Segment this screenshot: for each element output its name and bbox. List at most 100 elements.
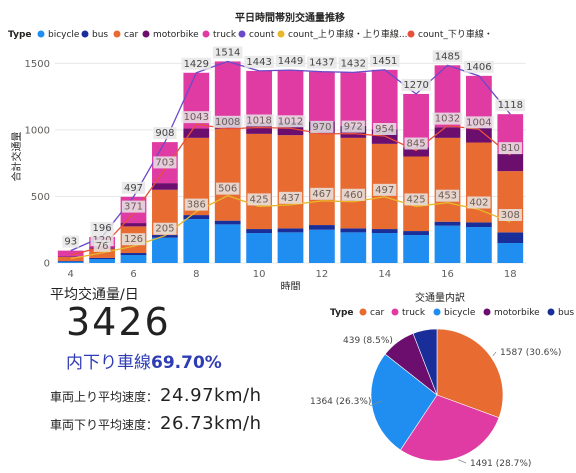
count-data-label: 1443 xyxy=(246,57,271,68)
up-lane-data-label-bg xyxy=(404,193,428,206)
down-lane-data-label-bg xyxy=(404,137,428,150)
up-lane-data-label: 460 xyxy=(344,190,363,201)
bar-segment-bus xyxy=(277,228,304,233)
up-lane-data-label-bg xyxy=(341,188,365,201)
down-lane-ratio: 内下り車線69.70% xyxy=(66,348,222,373)
legend-label: car xyxy=(124,30,138,40)
bar-segment-bus xyxy=(246,229,272,234)
up-lane-data-label: 76 xyxy=(96,241,109,252)
legend-marker-count_上り車線・上り車線... xyxy=(277,30,285,38)
y-tick-label: 1500 xyxy=(25,59,50,70)
y-tick-label: 500 xyxy=(31,192,50,203)
bar-segment-bicycle xyxy=(371,233,398,263)
down-lane-data-label: 1043 xyxy=(184,112,209,123)
down-lane-data-label-bg xyxy=(212,115,243,128)
bar-segment-bicycle xyxy=(403,235,429,263)
x-tick-label: 4 xyxy=(68,269,74,280)
bar-segment-car xyxy=(309,133,335,226)
up-lane-data-label-bg xyxy=(310,187,334,200)
down-lane-ratio-label: 内下り車線 xyxy=(66,353,151,373)
down-lane-data-label: 972 xyxy=(344,122,363,133)
bar-segment-motorbike xyxy=(120,223,147,227)
bar-segment-bus xyxy=(340,228,367,233)
y-tick-label: 0 xyxy=(44,259,50,270)
legend-marker-bus xyxy=(81,30,89,38)
up-lane-data-label: 386 xyxy=(187,200,206,211)
bar-segment-bus xyxy=(214,220,241,225)
down-lane-data-label: 970 xyxy=(312,122,331,133)
bar-segment-bus xyxy=(183,215,210,220)
pie-slice-bus xyxy=(412,328,438,396)
bar-segment-motorbike xyxy=(403,147,429,157)
down-lane-data-label-bg xyxy=(341,120,365,133)
bar-segment-bicycle xyxy=(466,227,492,263)
count-data-label: 1514 xyxy=(215,47,240,58)
x-tick-label: 10 xyxy=(253,269,266,280)
pie-title: 交通量内訳 xyxy=(415,291,465,304)
bar-segment-truck xyxy=(371,69,398,130)
down-lane-data-label: 703 xyxy=(155,157,174,168)
bar-segment-car xyxy=(340,137,367,229)
count-data-label-bg xyxy=(464,60,494,73)
bar-segment-bus xyxy=(466,222,492,228)
bar-segment-bicycle xyxy=(340,232,367,263)
bar-segment-bus xyxy=(89,257,115,260)
count-data-label-bg xyxy=(275,55,306,68)
bar-segment-motorbike xyxy=(434,127,461,138)
bar-segment-bicycle xyxy=(214,224,241,263)
up-lane-data-label: 425 xyxy=(407,194,426,205)
pie-slice-bicycle xyxy=(370,353,438,451)
count-data-label: 1270 xyxy=(403,80,428,91)
down-lane-data-label: 1018 xyxy=(246,115,271,126)
pie-legend-title: Type xyxy=(330,308,353,318)
count-data-label: 93 xyxy=(64,237,77,248)
legend-marker-motorbike xyxy=(142,30,150,38)
count-data-label-bg xyxy=(369,54,400,67)
up-lane-data-label: 425 xyxy=(250,194,269,205)
count-data-label: 1451 xyxy=(372,56,397,67)
up-lane-data-label-bg xyxy=(498,208,522,221)
down-lane-data-label-bg xyxy=(498,142,522,155)
bar-segment-truck xyxy=(277,70,304,122)
pie-slice-car xyxy=(436,328,504,419)
bar-segment-bicycle xyxy=(497,243,524,263)
bar-segment-motorbike xyxy=(183,128,210,138)
down-lane-data-label: 1004 xyxy=(466,117,491,128)
bar-segment-bicycle xyxy=(57,261,84,263)
bar-segment-bicycle xyxy=(246,233,272,263)
speed-down-value: 26.73km/h xyxy=(160,413,262,434)
legend-marker-count_下り車線・ xyxy=(407,30,415,38)
count-data-label: 1449 xyxy=(278,56,303,67)
legend-label: truck xyxy=(213,30,237,40)
count-data-label-bg xyxy=(307,56,337,69)
count-data-label-bg xyxy=(244,55,274,68)
count-data-label-bg xyxy=(495,99,526,112)
chart-title: 平日時間帯別交通量推移 xyxy=(235,11,345,24)
up-lane-data-label: 467 xyxy=(312,189,331,200)
count-data-label-bg xyxy=(338,57,369,70)
legend-label: bus xyxy=(92,30,108,40)
x-tick-label: 18 xyxy=(504,269,517,280)
down-lane-data-label-bg xyxy=(153,156,177,169)
count-data-label-bg xyxy=(212,46,243,59)
down-lane-data-label-bg xyxy=(432,112,463,125)
bar-segment-bus xyxy=(434,221,461,226)
pie-chart-svg: 交通量内訳 Type car truck bicycle motorbike bus 1587… xyxy=(310,291,574,469)
bar-segment-bus xyxy=(309,225,335,230)
count-data-label: 908 xyxy=(155,128,174,139)
count-data-label-bg xyxy=(121,181,146,194)
legend-marker-bicycle xyxy=(37,30,45,38)
down-lane-data-label-bg xyxy=(275,115,306,128)
bar-segment-truck xyxy=(57,250,84,257)
bar-segment-bicycle xyxy=(120,255,147,263)
pie-leader-line xyxy=(492,351,497,357)
count-data-label: 1437 xyxy=(309,58,334,69)
legend-marker-car xyxy=(113,30,121,38)
y-tick-label: 1000 xyxy=(25,125,50,136)
pie-legend-label: truck xyxy=(402,308,426,318)
x-tick-label: 6 xyxy=(130,269,136,280)
legend-title: Type xyxy=(8,30,31,40)
count-data-label-bg xyxy=(90,221,114,234)
count-data-label-bg xyxy=(153,127,177,140)
down-lane-data-label: 1008 xyxy=(215,117,240,128)
